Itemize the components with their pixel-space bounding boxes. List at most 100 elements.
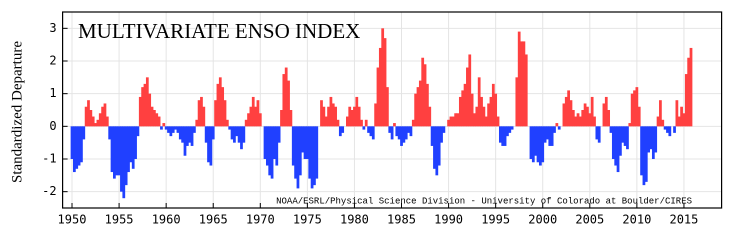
bar	[442, 126, 446, 133]
bar	[167, 126, 170, 133]
bar	[651, 126, 655, 159]
x-tick-label: 2000	[528, 213, 557, 227]
bar	[393, 123, 396, 127]
bar	[583, 103, 587, 127]
bar	[209, 126, 213, 166]
bar	[247, 113, 250, 127]
bar	[134, 126, 137, 159]
bar	[190, 126, 194, 146]
bar	[421, 57, 425, 127]
x-tick-label: 2010	[622, 213, 651, 227]
bar	[470, 93, 474, 127]
bar	[265, 126, 269, 166]
bar	[160, 126, 163, 130]
bar	[538, 126, 542, 166]
bar	[477, 77, 481, 127]
bar	[520, 41, 523, 127]
bar	[350, 110, 354, 127]
x-tick-label: 1995	[481, 213, 510, 227]
y-tick-label: -2	[42, 184, 56, 198]
bar	[482, 106, 486, 127]
bar	[249, 106, 253, 127]
bar	[376, 67, 380, 127]
bar	[364, 119, 368, 127]
bar	[616, 126, 620, 173]
bar	[548, 126, 552, 146]
bar	[334, 106, 337, 127]
bar	[273, 126, 276, 159]
bar	[630, 93, 634, 127]
bar	[491, 83, 495, 127]
bar	[240, 126, 243, 150]
x-tick-label: 1965	[199, 213, 228, 227]
bar	[456, 113, 460, 127]
bar	[174, 126, 177, 130]
bar	[348, 106, 352, 127]
bar	[369, 126, 373, 137]
bar	[494, 93, 498, 127]
bar	[218, 77, 222, 127]
bar	[181, 126, 185, 143]
bar	[458, 96, 462, 127]
bar	[70, 126, 74, 159]
bar	[633, 90, 636, 127]
y-axis-label: Standardized Departure	[9, 41, 25, 183]
bar	[178, 126, 182, 140]
bar	[395, 126, 399, 137]
bar	[404, 126, 408, 140]
bar	[517, 31, 521, 127]
bar	[409, 126, 413, 137]
bar	[407, 126, 410, 133]
bar	[390, 126, 394, 140]
bar	[689, 47, 693, 127]
bar	[115, 126, 119, 176]
bar	[440, 126, 443, 143]
x-tick-label: 1960	[152, 213, 181, 227]
bar	[550, 126, 554, 146]
bar	[101, 106, 104, 127]
x-tick-label: 2015	[669, 213, 698, 227]
bar	[506, 126, 509, 137]
bar	[381, 28, 385, 127]
y-tick-label: 0	[49, 119, 56, 133]
bar	[621, 126, 625, 143]
bar	[105, 116, 109, 127]
bar	[586, 106, 589, 127]
bar	[466, 67, 469, 127]
bar	[435, 126, 439, 176]
x-tick-label: 1955	[105, 213, 134, 227]
bar	[371, 126, 375, 140]
bar	[534, 126, 538, 156]
bar	[357, 106, 361, 127]
bar	[296, 126, 300, 189]
bar	[626, 126, 629, 150]
bar	[72, 126, 76, 173]
bar	[489, 96, 493, 127]
bar	[237, 126, 241, 143]
bar	[555, 123, 559, 127]
bar	[124, 126, 128, 186]
bar	[607, 110, 611, 127]
bar	[567, 90, 570, 127]
bar	[602, 103, 606, 127]
bar	[593, 116, 596, 127]
bar	[468, 54, 472, 127]
bar	[305, 126, 309, 159]
bar	[221, 87, 225, 127]
bar	[673, 126, 676, 133]
bar	[171, 126, 175, 133]
bar	[682, 113, 686, 127]
bar	[515, 77, 519, 127]
bar	[129, 126, 133, 163]
bar	[176, 126, 180, 133]
bar	[508, 126, 512, 133]
bar	[529, 126, 533, 159]
bar	[367, 126, 370, 133]
bar	[668, 126, 672, 137]
bar	[574, 116, 578, 127]
bar	[230, 126, 234, 140]
bar	[623, 126, 627, 146]
bar	[303, 126, 307, 159]
bar	[411, 119, 415, 127]
bar	[200, 96, 203, 127]
